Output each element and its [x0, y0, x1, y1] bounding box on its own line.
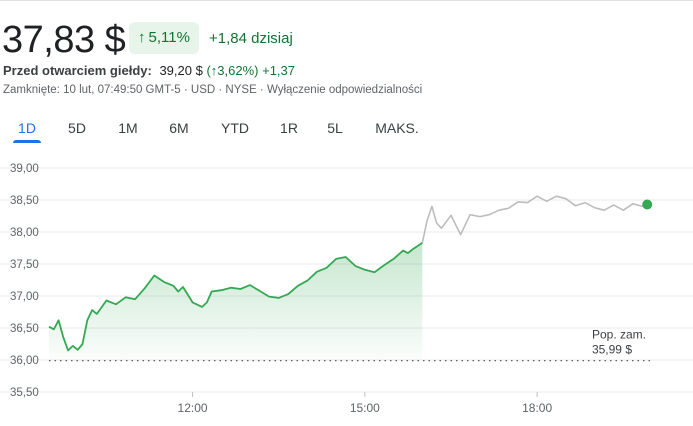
regular-session-area: [49, 242, 423, 361]
price-chart[interactable]: 39,00 38,50 38,00 37,50 37,00 36,50 36,00 35,50…: [0, 148, 693, 426]
stock-price: 37,83 $: [2, 19, 126, 61]
change-percent-badge: ↑ 5,11%: [129, 22, 199, 54]
previous-close-label: Pop. zam.: [592, 328, 646, 342]
premarket-change-abs: +1,37: [262, 63, 296, 78]
tab-max[interactable]: MAKS.: [375, 120, 419, 136]
premarket-change-percent: (↑3,62%): [206, 63, 259, 78]
x-tick-label: 12:00: [178, 401, 208, 415]
tab-1d[interactable]: 1D: [13, 120, 41, 143]
y-tick-label: 38,50: [10, 195, 39, 207]
premarket-row: Przed otwarciem giełdy: 39,20 $ (↑3,62%)…: [3, 63, 295, 78]
change-percent-value: 5,11%: [148, 29, 190, 46]
regular-session-line: [48, 242, 423, 352]
premarket-label: Przed otwarciem giełdy:: [3, 63, 152, 78]
tab-ytd[interactable]: YTD: [221, 120, 249, 136]
tab-5d[interactable]: 5D: [68, 120, 86, 136]
quote-meta[interactable]: Zamknięte: 10 lut, 07:49:50 GMT-5 · USD …: [3, 84, 423, 96]
y-tick-label: 37,00: [10, 291, 39, 303]
tab-6m[interactable]: 6M: [169, 120, 189, 136]
change-today: +1,84 dzisiaj: [209, 30, 293, 47]
y-tick-label: 36,50: [10, 323, 39, 335]
tab-1m[interactable]: 1M: [118, 120, 138, 136]
y-tick-label: 36,00: [10, 355, 39, 367]
x-tick-label: 15:00: [350, 401, 380, 415]
y-tick-label: 35,50: [10, 387, 39, 399]
previous-close-value: 35,99 $: [592, 343, 632, 357]
tab-1r[interactable]: 1R: [280, 120, 298, 136]
y-tick-label: 38,00: [10, 227, 39, 239]
premarket-price: 39,20 $: [159, 63, 203, 78]
tab-5l[interactable]: 5L: [327, 120, 343, 136]
x-tick-label: 18:00: [522, 401, 552, 415]
current-price-dot: [642, 199, 653, 210]
arrow-up-icon: ↑: [138, 29, 146, 46]
y-tick-label: 37,50: [10, 259, 39, 271]
extended-session-line: [421, 195, 648, 244]
top-divider: [0, 0, 693, 1]
y-tick-label: 39,00: [10, 163, 39, 175]
